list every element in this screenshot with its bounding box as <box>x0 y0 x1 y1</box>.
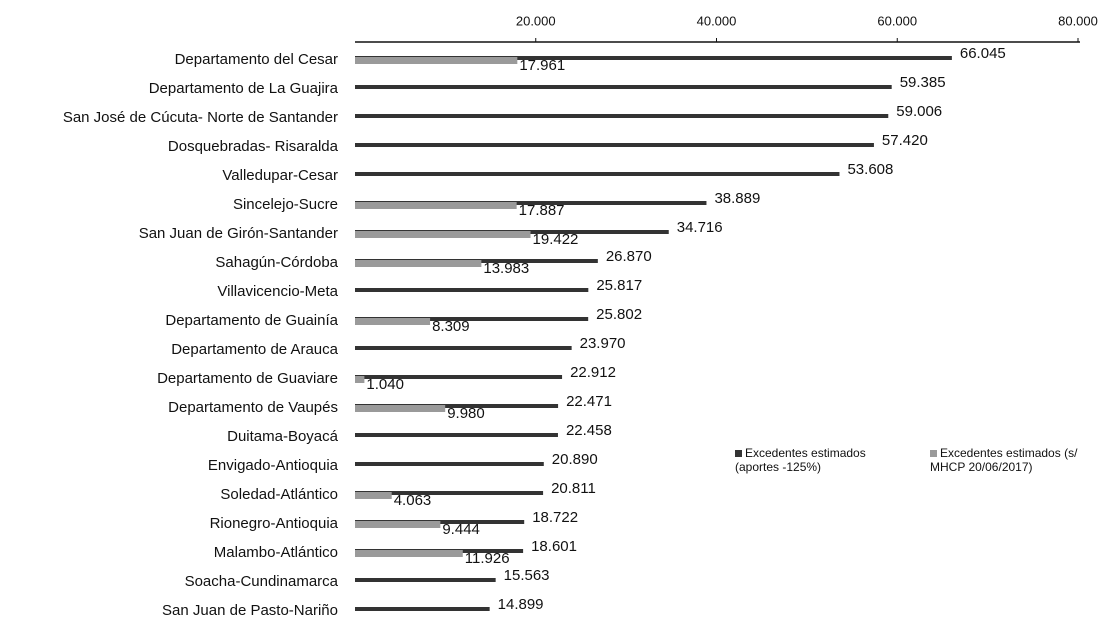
value-label: 22.471 <box>566 393 612 410</box>
category-label: Villavicencio-Meta <box>217 283 338 300</box>
category-label: San Juan de Pasto-Nariño <box>162 602 338 619</box>
x-tick-label: 60.000 <box>877 13 917 28</box>
bar <box>355 578 496 582</box>
bar <box>355 57 518 64</box>
category-label: Duitama-Boyacá <box>227 428 339 445</box>
category-label: Departamento de Vaupés <box>168 399 338 416</box>
category-label: Sincelejo-Sucre <box>233 196 338 213</box>
bar <box>355 375 563 379</box>
value-label: 25.802 <box>596 306 642 323</box>
bar <box>355 404 559 408</box>
legend-item: Excedentes estimados (s/ MHCP 20/06/2017… <box>930 446 1105 474</box>
bar <box>355 114 889 118</box>
bar <box>355 56 952 60</box>
value-label: 14.899 <box>498 596 544 613</box>
category-label: San Juan de Girón-Santander <box>139 225 338 242</box>
category-label: Envigado-Antioquia <box>208 457 339 474</box>
value-label: 18.722 <box>532 509 578 526</box>
value-label: 13.983 <box>483 260 529 277</box>
legend-item: Excedentes estimados (aportes -125%) <box>735 446 910 474</box>
bar <box>355 376 365 383</box>
value-label: 9.444 <box>442 521 480 538</box>
category-label: Malambo-Atlántico <box>214 544 338 561</box>
value-label: 59.006 <box>896 103 942 120</box>
value-label: 19.422 <box>533 231 579 248</box>
bar <box>355 318 431 325</box>
bar <box>355 607 490 611</box>
bar <box>355 550 463 557</box>
bar <box>355 317 589 321</box>
bar <box>355 260 482 267</box>
bar <box>355 288 589 292</box>
legend-label: Excedentes estimados (aportes -125%) <box>735 446 866 474</box>
legend-label: Excedentes estimados (s/ MHCP 20/06/2017… <box>930 446 1078 474</box>
value-label: 34.716 <box>677 219 723 236</box>
value-label: 1.040 <box>366 376 404 393</box>
value-label: 22.458 <box>566 422 612 439</box>
value-label: 20.811 <box>551 480 596 497</box>
category-label: Valledupar-Cesar <box>222 167 338 184</box>
value-label: 15.563 <box>504 567 550 584</box>
value-label: 57.420 <box>882 132 928 149</box>
bar <box>355 492 392 499</box>
value-label: 20.890 <box>552 451 598 468</box>
bar <box>355 172 840 176</box>
x-tick-label: 40.000 <box>697 13 737 28</box>
bar <box>355 143 874 147</box>
value-label: 4.063 <box>394 492 432 509</box>
bar <box>355 521 441 528</box>
bar <box>355 85 892 89</box>
category-label: Departamento de Arauca <box>171 341 338 358</box>
bar <box>355 433 558 437</box>
bar <box>355 231 531 238</box>
category-label: Soacha-Cundinamarca <box>185 573 339 590</box>
category-label: Sahagún-Córdoba <box>215 254 338 271</box>
value-label: 18.601 <box>531 538 577 555</box>
value-label: 11.926 <box>465 550 510 567</box>
category-label: Rionegro-Antioquia <box>210 515 339 532</box>
category-label: San José de Cúcuta- Norte de Santander <box>63 109 338 126</box>
value-label: 17.961 <box>519 57 565 74</box>
value-label: 9.980 <box>447 405 485 422</box>
bar <box>355 491 544 495</box>
value-label: 17.887 <box>519 202 565 219</box>
bar <box>355 201 707 205</box>
bar <box>355 405 446 412</box>
x-tick-label: 20.000 <box>516 13 556 28</box>
value-label: 38.889 <box>714 190 760 207</box>
legend-swatch <box>735 450 742 457</box>
x-tick-label: 80.000 <box>1058 13 1098 28</box>
category-label: Soledad-Atlántico <box>220 486 338 503</box>
category-label: Departamento de Guaviare <box>157 370 338 387</box>
bar <box>355 202 517 209</box>
value-label: 23.970 <box>580 335 626 352</box>
category-label: Departamento de La Guajira <box>149 80 339 97</box>
value-label: 8.309 <box>432 318 470 335</box>
bar <box>355 346 572 350</box>
value-label: 53.608 <box>847 161 893 178</box>
value-label: 26.870 <box>606 248 652 265</box>
category-label: Departamento del Cesar <box>175 51 338 68</box>
value-label: 66.045 <box>960 45 1006 62</box>
value-label: 22.912 <box>570 364 616 381</box>
value-label: 59.385 <box>900 74 946 91</box>
value-label: 25.817 <box>596 277 642 294</box>
category-label: Dosquebradas- Risaralda <box>168 138 339 155</box>
bar <box>355 462 544 466</box>
category-label: Departamento de Guainía <box>165 312 338 329</box>
legend-swatch <box>930 450 937 457</box>
